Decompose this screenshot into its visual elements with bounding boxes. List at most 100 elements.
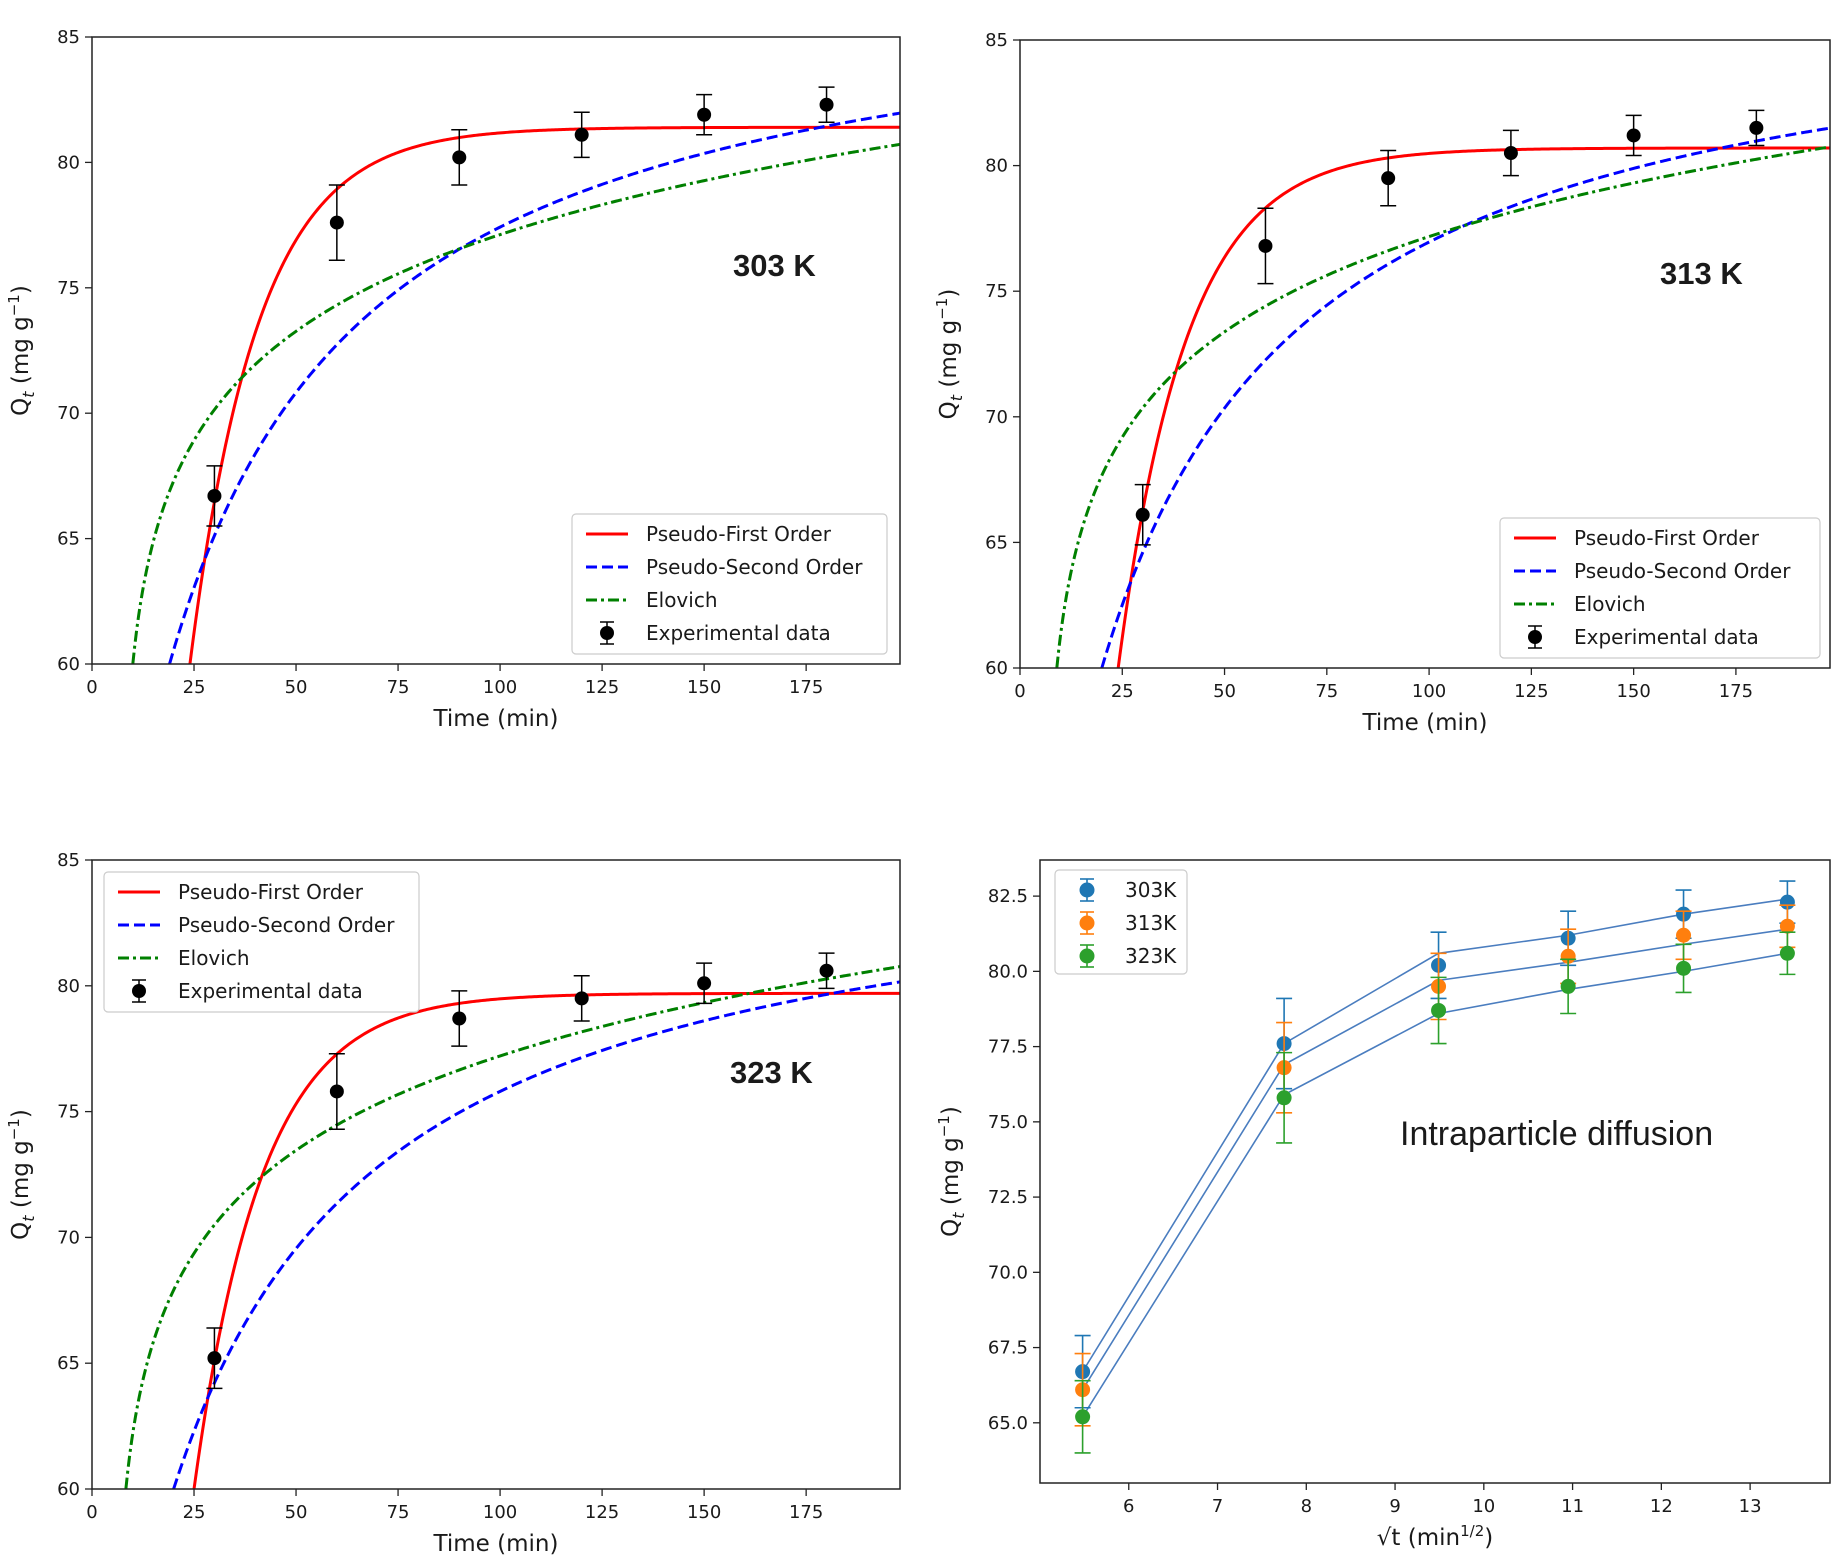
- experimental-points: [206, 86, 835, 527]
- x-tick-label: 175: [789, 677, 823, 698]
- intraparticle-annotation: Intraparticle diffusion: [1400, 1115, 1713, 1153]
- legend-label-exp: Experimental data: [178, 979, 363, 1003]
- pfo-curve: [1116, 146, 1830, 668]
- x-tick-label: 6: [1123, 1496, 1134, 1517]
- legend-label-elovich: Elovich: [1574, 592, 1646, 616]
- legend-marker: [1079, 915, 1095, 931]
- plot-frame: [91, 36, 901, 665]
- legend: Pseudo-First Order Pseudo-Second Order Elo…: [103, 871, 420, 1013]
- x-tick-label: 75: [387, 1502, 410, 1523]
- legend-label-elovich: Elovich: [646, 588, 718, 612]
- y-tick-label: 70.0: [988, 1262, 1028, 1283]
- y-tick-label: 77.5: [988, 1037, 1028, 1058]
- legend-marker: [600, 626, 614, 640]
- y-tick-label: 70: [57, 1227, 80, 1248]
- y-tick-label: 72.5: [988, 1187, 1028, 1208]
- y-tick-label: 65.0: [988, 1413, 1028, 1434]
- temperature-annotation: 303 K: [733, 248, 816, 283]
- x-tick-label: 100: [1412, 681, 1446, 702]
- legend-marker: [1079, 948, 1095, 964]
- x-tick-label: 125: [1514, 681, 1548, 702]
- legend-label-323K: 323K: [1125, 944, 1177, 968]
- legend-frame: [1499, 517, 1821, 659]
- temperature-annotation: 313 K: [1660, 256, 1743, 291]
- data-point: [1431, 1002, 1447, 1018]
- x-tick-label: 10: [1472, 1496, 1495, 1517]
- data-point: [452, 150, 467, 165]
- data-point: [207, 488, 222, 503]
- x-tick-label: 25: [1111, 681, 1134, 702]
- y-tick-label: 85: [57, 850, 80, 871]
- pfo-curve: [192, 991, 900, 1489]
- x-tick-label: 8: [1301, 1496, 1312, 1517]
- x-tick-label: 0: [86, 1502, 97, 1523]
- legend-label-pso: Pseudo-Second Order: [1574, 559, 1791, 583]
- data-point: [697, 107, 712, 122]
- x-tick-label: 9: [1389, 1496, 1400, 1517]
- y-tick-label: 80.0: [988, 961, 1028, 982]
- data-point: [1276, 1090, 1292, 1106]
- y-tick-label: 75: [57, 278, 80, 299]
- x-tick-label: 125: [585, 1502, 619, 1523]
- y-tick-label: 85: [57, 27, 80, 48]
- x-tick-label: 150: [1616, 681, 1650, 702]
- y-axis-label: Qt (mg g−1): [933, 289, 966, 420]
- experimental-points: [206, 952, 835, 1390]
- panel-p303: 0 25 50 75 100 125 150 175 60 65 70 75 80 85 Time (min…: [5, 27, 901, 732]
- x-axis-label: √t (min1/2): [1377, 1522, 1493, 1551]
- x-tick-label: 150: [687, 677, 721, 698]
- legend-label-exp: Experimental data: [1574, 625, 1759, 649]
- data-point: [574, 991, 589, 1006]
- legend: Pseudo-First Order Pseudo-Second Order Elo…: [571, 513, 888, 655]
- y-tick-label: 70: [57, 403, 80, 424]
- data-point: [1075, 1409, 1091, 1425]
- legend-label-elovich: Elovich: [178, 946, 250, 970]
- axes: 0 25 50 75 100 125 150 175 60 65 70 75 80 85: [57, 850, 823, 1523]
- y-axis-label: Qt (mg g−1): [935, 1106, 968, 1237]
- x-axis-label: Time (min): [1362, 710, 1488, 736]
- legend-label-pfo: Pseudo-First Order: [1574, 526, 1760, 550]
- legend-label-pfo: Pseudo-First Order: [178, 880, 364, 904]
- experimental-points: [1134, 109, 1765, 546]
- data-point: [1779, 918, 1795, 934]
- data-point: [1135, 507, 1150, 522]
- y-tick-label: 60: [985, 658, 1008, 679]
- x-tick-label: 75: [1315, 681, 1338, 702]
- x-axis-label: Time (min): [433, 706, 559, 732]
- legend-frame: [571, 513, 888, 655]
- x-tick-label: 11: [1561, 1496, 1584, 1517]
- fit-line-313K: [1081, 928, 1788, 1391]
- panel-p313: 0 25 50 75 100 125 150 175 60 65 70 75 80 85 Time (min…: [933, 30, 1831, 736]
- data-point: [1560, 978, 1576, 994]
- y-tick-label: 75: [57, 1102, 80, 1123]
- x-tick-label: 50: [1213, 681, 1236, 702]
- legend: Pseudo-First Order Pseudo-Second Order Elo…: [1499, 517, 1821, 659]
- data-point: [207, 1351, 222, 1366]
- legend: 303K 313K 323K: [1054, 869, 1188, 975]
- x-tick-label: 25: [183, 677, 206, 698]
- y-tick-label: 80: [57, 152, 80, 173]
- x-tick-label: 175: [1719, 681, 1753, 702]
- fit-line-303K: [1081, 898, 1788, 1373]
- legend-label-303K: 303K: [1125, 878, 1177, 902]
- legend-label-313K: 313K: [1125, 911, 1177, 935]
- plot-frame: [91, 859, 901, 1490]
- y-axis-label: Qt (mg g−1): [5, 285, 38, 416]
- y-tick-label: 70: [985, 407, 1008, 428]
- data-point: [1676, 960, 1692, 976]
- axes: 0 25 50 75 100 125 150 175 60 65 70 75 80 85: [985, 30, 1753, 702]
- data-point: [1503, 146, 1518, 161]
- pso-curve: [172, 980, 900, 1489]
- legend-label-exp: Experimental data: [646, 621, 831, 645]
- x-tick-label: 175: [789, 1502, 823, 1523]
- data-point: [1749, 120, 1764, 135]
- model-curves: [1055, 126, 1830, 668]
- legend-label-pfo: Pseudo-First Order: [646, 522, 832, 546]
- legend-label-pso: Pseudo-Second Order: [646, 555, 863, 579]
- x-tick-label: 12: [1650, 1496, 1673, 1517]
- y-tick-label: 65: [57, 529, 80, 550]
- elovich-curve: [131, 142, 900, 664]
- y-tick-label: 82.5: [988, 886, 1028, 907]
- pfo-curve: [188, 125, 900, 664]
